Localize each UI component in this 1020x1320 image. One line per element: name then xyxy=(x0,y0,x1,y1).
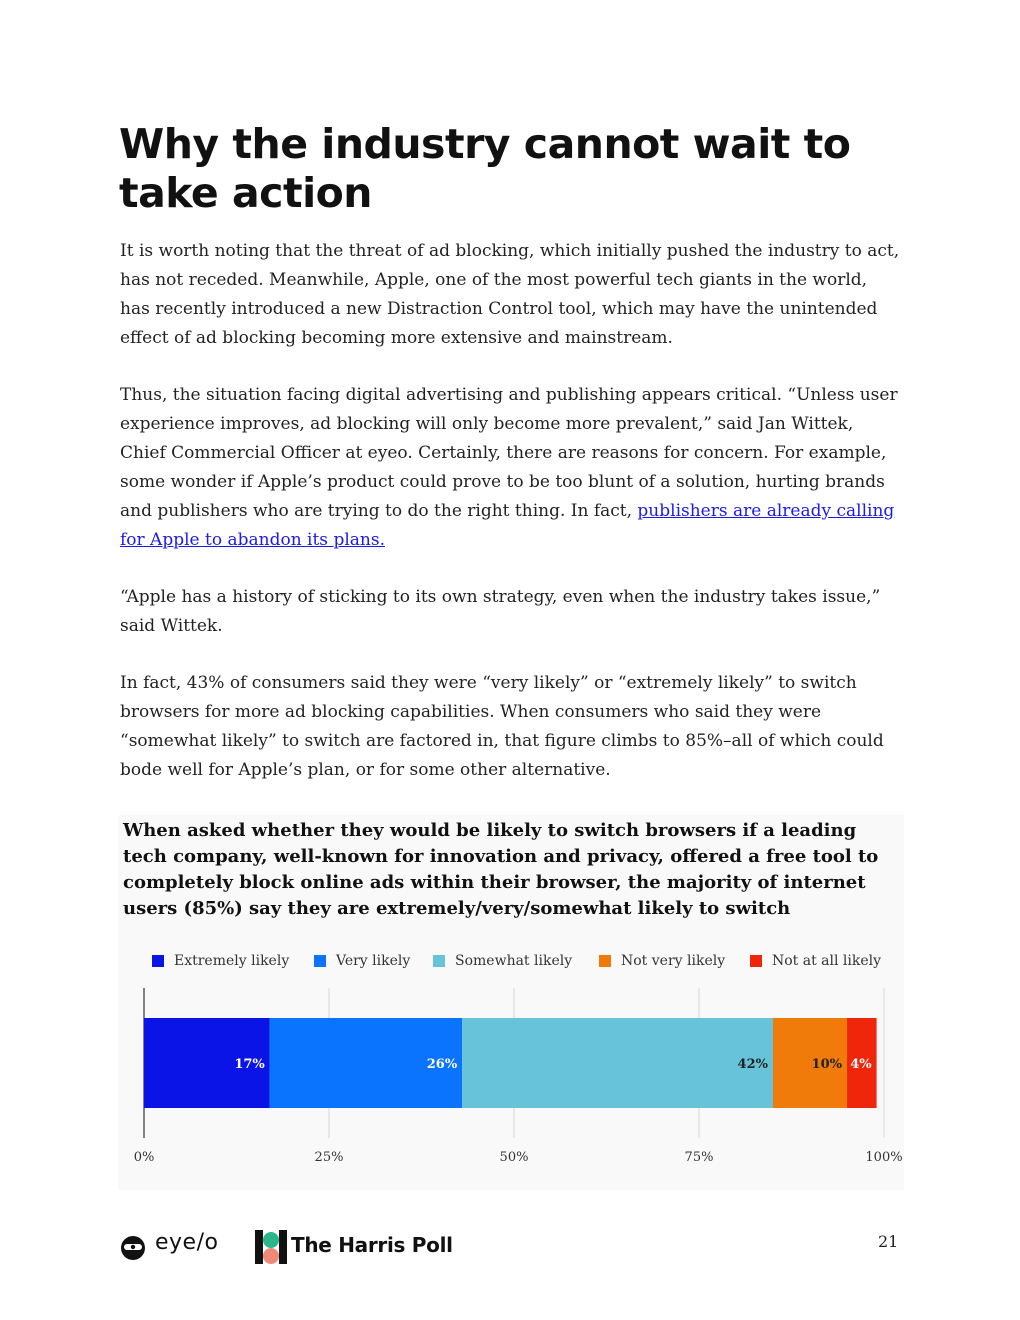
x-tick-label: 0% xyxy=(134,1150,155,1165)
chart-legend: Extremely likely Very likely Somewhat like… xyxy=(152,953,902,973)
stacked-bar-chart: 0% 25% 50% 75% 100% 17% 26% 42% 10% 4% xyxy=(134,988,903,1165)
legend-item: Not very likely xyxy=(599,953,725,969)
data-label: 42% xyxy=(738,1057,769,1072)
legend-swatch xyxy=(750,955,762,967)
legend-label: Extremely likely xyxy=(174,953,290,969)
paragraph-4: In fact, 43% of consumers said they were… xyxy=(120,673,884,780)
page-number: 21 xyxy=(878,1232,899,1251)
x-tick-label: 75% xyxy=(685,1150,714,1165)
bar-segment-not-very-likely xyxy=(773,1018,847,1108)
legend-swatch xyxy=(433,955,445,967)
publishers-article-link[interactable]: publishers are already calling for Apple… xyxy=(120,501,895,550)
eyeo-logo-text: eye/o xyxy=(155,1230,219,1255)
paragraph-2: Thus, the situation facing digital adver… xyxy=(120,381,900,555)
legend-label: Somewhat likely xyxy=(455,953,573,969)
data-label: 26% xyxy=(427,1057,458,1072)
paragraph-3: “Apple has a history of sticking to its … xyxy=(120,587,881,636)
legend-swatch xyxy=(152,955,164,967)
page-title: Why the industry cannot wait to take act… xyxy=(119,120,851,217)
x-tick-label: 50% xyxy=(500,1150,529,1165)
legend-label: Very likely xyxy=(336,953,411,969)
legend-label: Not very likely xyxy=(621,953,726,969)
legend-item: Not at all likely xyxy=(750,953,881,969)
legend-swatch xyxy=(599,955,611,967)
harris-poll-logo-icon xyxy=(255,1230,287,1264)
data-label: 10% xyxy=(812,1057,843,1072)
x-tick-label: 25% xyxy=(315,1150,344,1165)
eyeo-logo-icon xyxy=(121,1236,145,1260)
data-label: 17% xyxy=(234,1057,265,1072)
bar-segment-very-likely xyxy=(269,1018,463,1108)
paragraph-1: It is worth noting that the threat of ad… xyxy=(120,241,900,348)
legend-item: Very likely xyxy=(314,953,410,969)
legend-item: Extremely likely xyxy=(152,953,289,969)
x-tick-label: 100% xyxy=(865,1150,902,1165)
bar-segment-not-at-all-likely xyxy=(847,1018,877,1108)
paragraph-2-text: Thus, the situation facing digital adver… xyxy=(120,385,898,521)
legend-label: Not at all likely xyxy=(772,953,882,969)
chart-title: When asked whether they would be likely … xyxy=(123,820,879,919)
footer-logos: eye/o The Harris Poll xyxy=(119,1228,459,1268)
data-label: 4% xyxy=(850,1057,872,1072)
chart-card: When asked whether they would be likely … xyxy=(118,815,904,1190)
bar-segment-extremely-likely xyxy=(144,1018,270,1108)
legend-item: Somewhat likely xyxy=(433,953,572,969)
bar-segment-somewhat-likely xyxy=(462,1018,773,1108)
legend-swatch xyxy=(314,955,326,967)
harris-poll-logo-text: The Harris Poll xyxy=(291,1233,453,1257)
